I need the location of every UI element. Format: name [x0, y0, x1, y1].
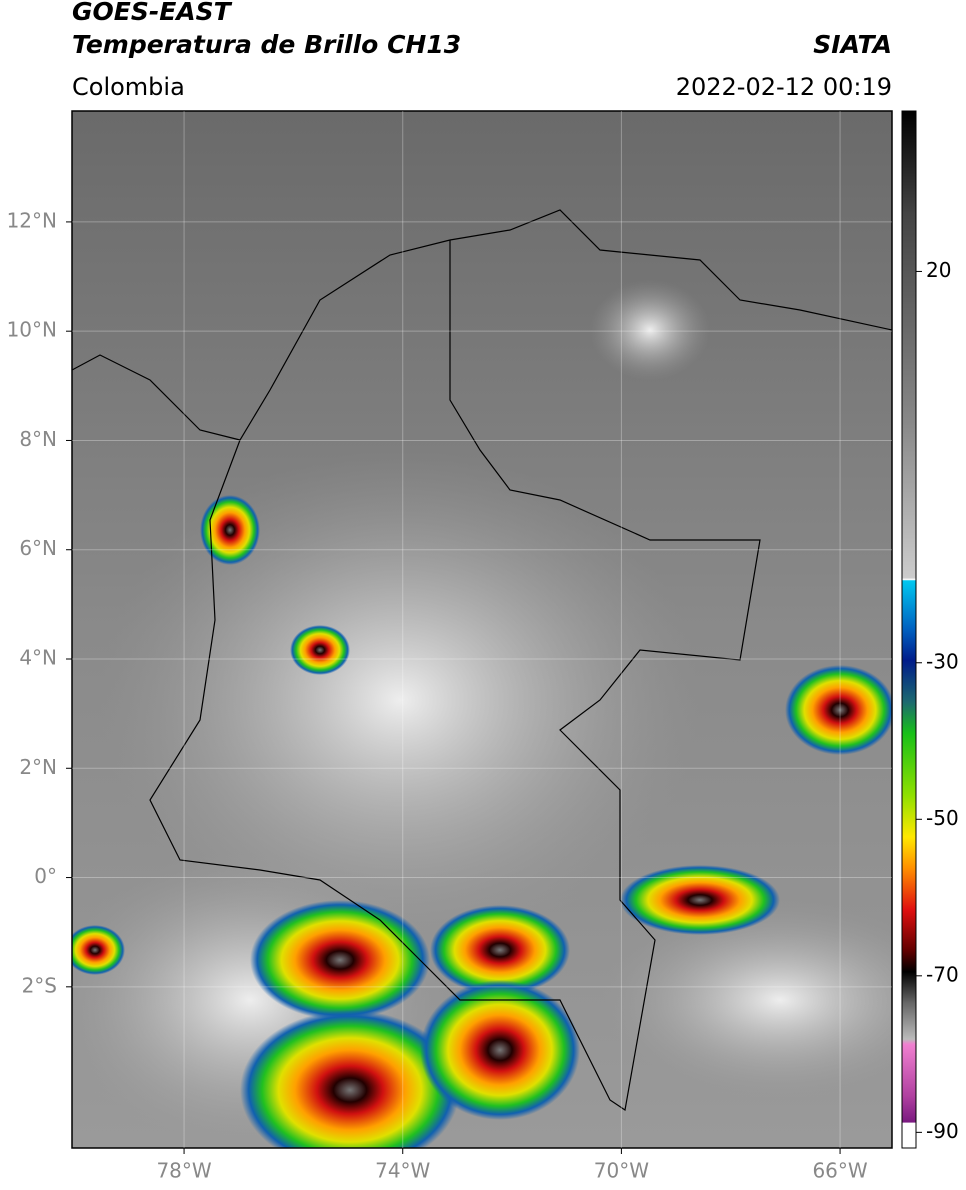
source: SIATA [813, 30, 892, 59]
product: Temperatura de Brillo CH13 [72, 30, 461, 59]
colorbar-tick-label: -50 [926, 806, 959, 830]
colorbar-tick-label: -70 [926, 962, 959, 986]
y-tick-label: 8°N [19, 427, 57, 451]
colorbar-tick-label: -30 [926, 649, 959, 673]
colorbar-tick-label: -90 [926, 1119, 959, 1143]
datetime: 2022-02-12 00:19 [676, 73, 892, 101]
colorbar [901, 110, 917, 1149]
y-tick-label: 2°S [22, 973, 57, 997]
y-tick-label: 10°N [7, 318, 57, 342]
map-frame [71, 110, 893, 1149]
y-tick-label: 2°N [19, 755, 57, 779]
region: Colombia [72, 73, 185, 101]
x-tick-label: 66°W [812, 1159, 867, 1183]
x-tick-label: 74°W [375, 1159, 430, 1183]
satellite-image [72, 111, 892, 1148]
satellite: GOES-EAST [72, 0, 233, 26]
x-tick-label: 78°W [156, 1159, 211, 1183]
y-tick-label: 12°N [7, 208, 57, 232]
y-tick-label: 4°N [19, 646, 57, 670]
colorbar-tick-label: 20 [926, 258, 951, 282]
y-tick-label: 0° [34, 864, 57, 888]
x-tick-label: 70°W [594, 1159, 649, 1183]
y-tick-label: 6°N [19, 536, 57, 560]
